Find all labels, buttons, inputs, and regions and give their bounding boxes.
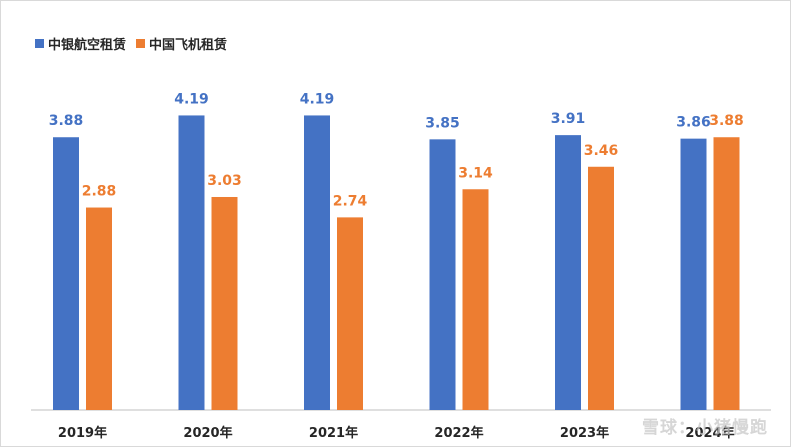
bar-2-series-1 xyxy=(337,217,363,410)
data-label-2-series-0: 4.19 xyxy=(300,91,335,107)
x-tick-label-1: 2020年 xyxy=(183,425,232,441)
x-tick-label-3: 2022年 xyxy=(434,425,483,441)
bar-0-series-0 xyxy=(53,137,79,410)
data-label-1-series-1: 3.03 xyxy=(207,173,242,189)
bar-5-series-0 xyxy=(680,138,707,410)
legend-swatch-series-0 xyxy=(35,39,44,48)
bar-1-series-1 xyxy=(211,196,238,410)
data-label-5-series-0: 3.86 xyxy=(676,115,711,131)
data-label-4-series-1: 3.46 xyxy=(584,143,619,159)
data-label-4-series-0: 3.91 xyxy=(551,111,586,127)
bar-0-series-1 xyxy=(86,207,112,410)
bar-5-series-1 xyxy=(713,137,740,410)
bar-4-series-0 xyxy=(555,135,581,410)
data-label-5-series-1: 3.88 xyxy=(709,113,744,129)
legend-item-series-0: 中银航空租赁 xyxy=(35,34,126,53)
data-label-3-series-0: 3.85 xyxy=(425,115,460,131)
x-tick-label-0: 2019年 xyxy=(58,425,107,441)
data-label-2-series-1: 2.74 xyxy=(333,193,368,209)
bar-2-series-0 xyxy=(304,115,330,411)
data-label-0-series-0: 3.88 xyxy=(49,113,84,129)
data-label-1-series-0: 4.19 xyxy=(174,91,209,107)
bar-3-series-1 xyxy=(462,189,489,410)
legend-swatch-series-1 xyxy=(136,39,146,48)
watermark: 雪球：小猪慢跑 xyxy=(642,418,768,438)
bar-4-series-1 xyxy=(588,166,614,410)
x-tick-label-5: 2024年 xyxy=(685,425,734,441)
legend-item-series-1: 中国飞机租赁 xyxy=(136,34,227,53)
data-label-3-series-1: 3.14 xyxy=(458,165,493,181)
bar-3-series-0 xyxy=(429,139,456,410)
x-tick-label-2: 2021年 xyxy=(309,425,358,441)
data-label-0-series-1: 2.88 xyxy=(82,184,117,200)
legend-label-series-0: 中银航空租赁 xyxy=(48,38,127,53)
legend: 中银航空租赁 中国飞机租赁 xyxy=(35,34,227,53)
x-tick-label-4: 2023年 xyxy=(560,425,609,441)
legend-label-series-1: 中国飞机租赁 xyxy=(149,38,228,53)
bar-1-series-0 xyxy=(178,115,205,411)
